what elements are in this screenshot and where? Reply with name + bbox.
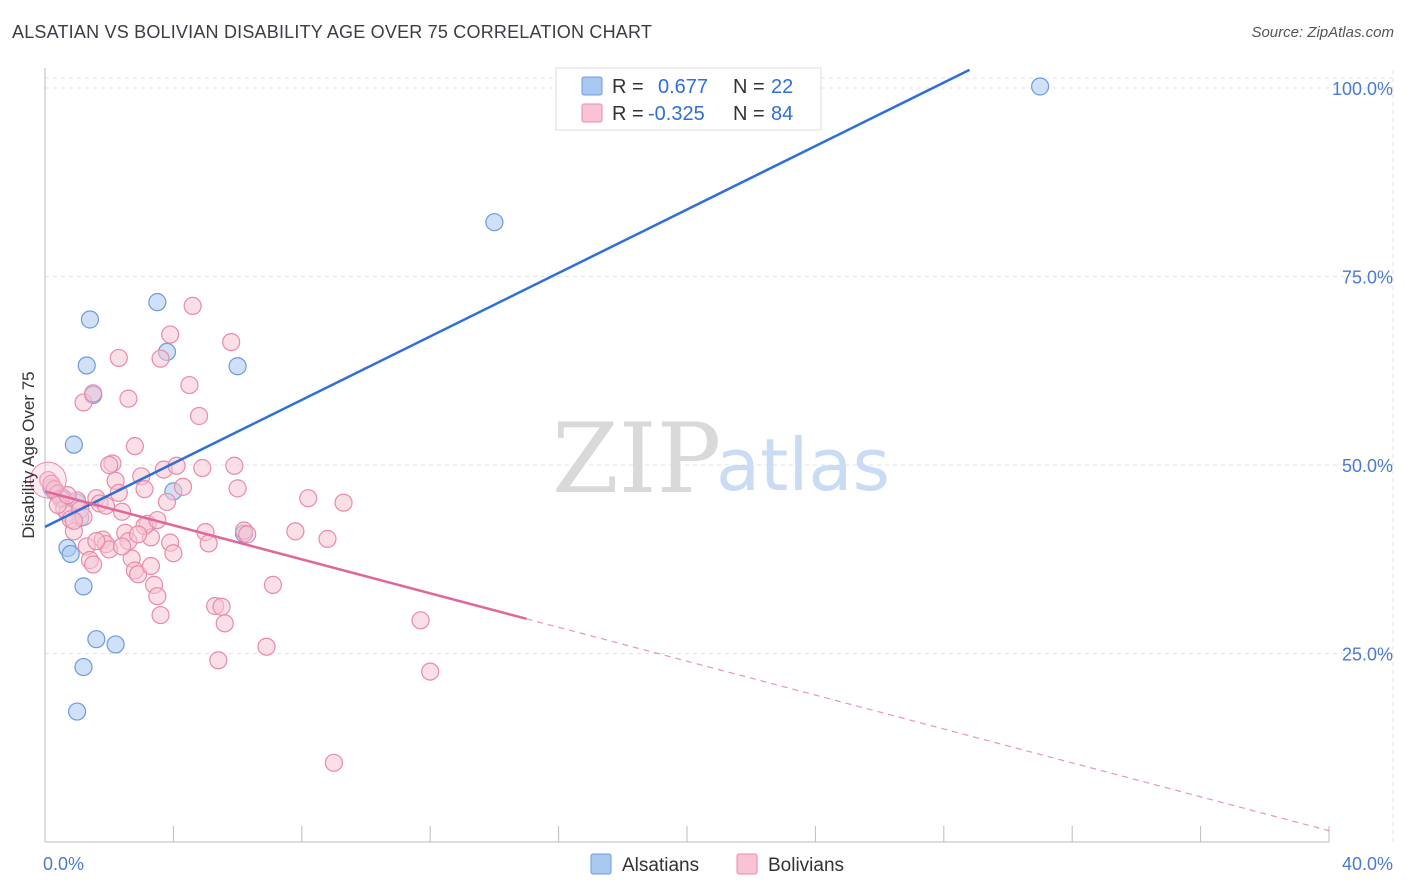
- alsatian-point: [64, 435, 83, 454]
- alsatian-point: [74, 657, 93, 677]
- bolivian-point: [125, 437, 144, 456]
- bolivian-point: [109, 348, 128, 368]
- bolivian-point: [112, 537, 132, 556]
- bolivian-point: [421, 662, 440, 681]
- bolivian-point: [238, 525, 257, 544]
- alsatian-point: [228, 357, 247, 376]
- bolivian-point: [180, 375, 199, 395]
- bolivian-point: [151, 349, 170, 368]
- bolivian-point: [135, 480, 154, 499]
- legend-r-value-1: -0.325: [648, 103, 705, 125]
- watermark-zip: ZIP: [552, 403, 721, 515]
- alsatian-point: [1030, 77, 1050, 96]
- y-tick-label: 100.0%: [1332, 79, 1393, 99]
- legend-r-value-0: 0.677: [658, 76, 708, 98]
- bolivian-point: [334, 493, 353, 512]
- data-points: [29, 77, 1050, 772]
- alsatian-point: [106, 635, 125, 654]
- bolivian-point: [286, 522, 305, 541]
- bolivian-trend-line: [44, 490, 527, 621]
- bolivian-point: [257, 637, 276, 656]
- bolivian-point: [193, 458, 212, 478]
- legend-r-label-1: R =: [612, 103, 644, 125]
- y-tick-label: 75.0%: [1342, 268, 1393, 288]
- bolivian-point: [161, 325, 180, 344]
- axes: [44, 68, 1330, 843]
- bolivian-point: [164, 544, 183, 563]
- watermark: ZIP atlas: [552, 403, 890, 515]
- bottom-legend-bolivians: Bolivians: [768, 855, 844, 876]
- x-tick-label-max: 40.0%: [1342, 854, 1393, 874]
- bolivian-point: [299, 489, 318, 508]
- legend-swatch-bolivians: [581, 103, 603, 123]
- bottom-legend-alsatians: Alsatians: [622, 855, 699, 876]
- alsatian-point: [87, 630, 106, 649]
- tick-labels: 25.0% 50.0% 75.0% 100.0% 0.0% 40.0%: [43, 79, 1393, 874]
- alsatian-point: [148, 293, 167, 312]
- bolivian-point: [324, 753, 343, 772]
- bolivian-point: [84, 555, 103, 574]
- trend-lines: [44, 68, 1330, 832]
- bolivian-point: [263, 575, 283, 594]
- chart-title: ALSATIAN VS BOLIVIAN DISABILITY AGE OVER…: [12, 22, 653, 42]
- bolivian-point: [411, 611, 430, 630]
- bolivian-point: [225, 456, 244, 475]
- legend-r-label-0: R =: [612, 76, 644, 98]
- alsatian-point: [67, 702, 87, 721]
- bolivian-point: [215, 614, 234, 633]
- bolivian-point: [100, 455, 119, 475]
- stats-legend: R = 0.677 N = 22 R = -0.325 N = 84: [555, 67, 822, 131]
- alsatian-point: [80, 310, 100, 329]
- bolivian-point: [209, 651, 228, 670]
- bolivian-point: [189, 406, 209, 426]
- bolivian-point: [318, 529, 337, 548]
- bottom-legend-swatch-bolivians: [736, 853, 758, 875]
- bolivian-point: [212, 597, 231, 616]
- alsatian-trend-line: [44, 68, 971, 528]
- chart-source: Source: ZipAtlas.com: [1251, 24, 1394, 41]
- bolivian-point: [119, 389, 138, 408]
- legend-n-label-0: N =: [733, 76, 765, 98]
- grid-lines: [45, 70, 1394, 842]
- legend-n-value-0: 22: [771, 76, 793, 98]
- legend-n-value-1: 84: [771, 103, 793, 125]
- y-tick-label: 50.0%: [1342, 456, 1393, 476]
- bolivian-trend-extension: [526, 618, 1330, 832]
- bolivian-point: [222, 332, 241, 352]
- bottom-legend-swatch-alsatians: [590, 853, 612, 875]
- bolivian-point: [151, 605, 170, 625]
- legend-n-label-1: N =: [733, 103, 765, 125]
- alsatian-point: [61, 544, 80, 564]
- alsatian-point: [77, 356, 96, 375]
- bolivian-point: [84, 384, 103, 403]
- bolivian-point: [128, 525, 148, 544]
- bolivian-point: [228, 479, 247, 498]
- legend-swatch-alsatians: [581, 76, 603, 96]
- bolivian-point: [148, 587, 167, 606]
- x-tick-label-min: 0.0%: [43, 854, 84, 874]
- watermark-atlas: atlas: [716, 423, 890, 507]
- bolivian-cluster-point: [29, 461, 67, 499]
- bolivian-point: [87, 532, 106, 551]
- y-tick-label: 25.0%: [1342, 645, 1393, 665]
- bolivian-point: [141, 556, 161, 576]
- bolivian-point: [128, 565, 148, 584]
- bolivian-point: [157, 492, 177, 512]
- y-axis-label: Disability Age Over 75: [19, 371, 38, 538]
- alsatian-point: [74, 577, 93, 596]
- bolivian-point: [183, 296, 202, 316]
- bolivian-point: [173, 477, 193, 496]
- series-legend: Alsatians Bolivians: [590, 853, 844, 876]
- alsatian-point: [485, 213, 504, 232]
